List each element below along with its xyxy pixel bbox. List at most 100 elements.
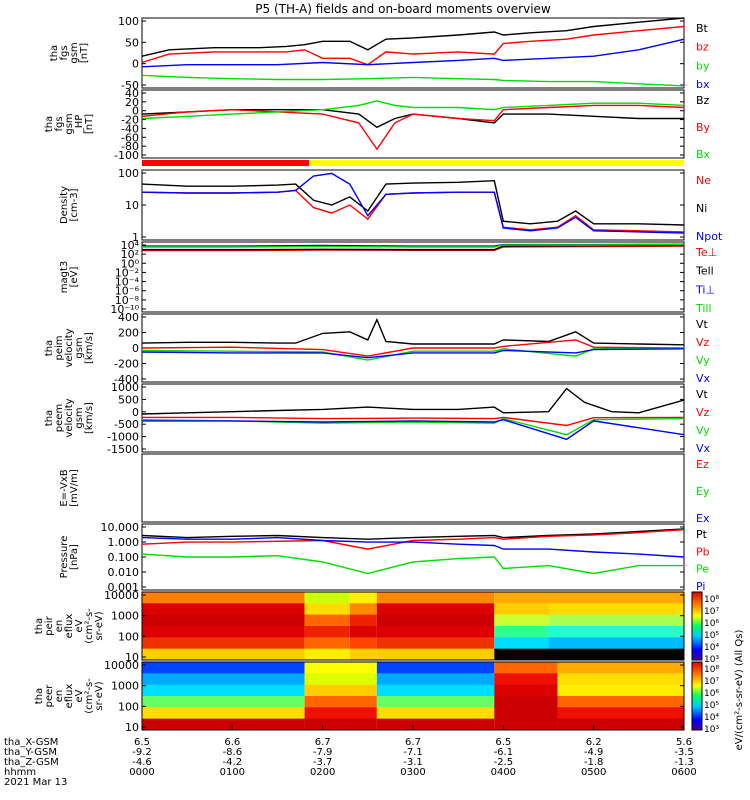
- series-line-Pi: [141, 536, 685, 558]
- legend-Bz: Bz: [696, 94, 710, 107]
- heatmap-cell-1-3: [304, 696, 377, 708]
- y-axis-label: gsm: [74, 337, 85, 358]
- heatmap-cell-2-4: [376, 707, 495, 720]
- y-tick-label: 10000: [104, 659, 139, 672]
- y-tick-label: 100: [118, 15, 139, 28]
- legend-Ne: Ne: [696, 174, 711, 187]
- heatmap-cell-0-1: [142, 603, 305, 616]
- legend-Tell: Tell: [695, 265, 714, 278]
- heatmap-cell-3-0: [494, 662, 558, 674]
- series-line-Vz: [141, 339, 685, 357]
- legend-Vt: Vt: [696, 318, 709, 331]
- legend-by: by: [696, 59, 710, 72]
- colorbar-tick-label: 10³: [704, 655, 719, 665]
- heatmap-cell-0-4: [142, 707, 305, 720]
- y-axis-label: velocity: [64, 328, 75, 367]
- series-line-Bz: [141, 109, 684, 129]
- legend-bz: bz: [696, 41, 709, 54]
- mode-bar-segment-0: [142, 160, 310, 166]
- x-tick-label: 0600: [671, 767, 696, 778]
- x-row-label: tha_Y-GSM: [4, 747, 57, 758]
- x-tick-label: -4.2: [223, 757, 243, 768]
- x-tick-label: -8.6: [223, 747, 243, 758]
- y-tick-label: 10: [125, 721, 139, 734]
- y-axis-label: sr-eV): [94, 611, 105, 640]
- heatmap-cell-4-4: [557, 707, 684, 720]
- legend-Npot: Npot: [696, 230, 723, 243]
- x-tick-label: 0000: [129, 767, 154, 778]
- panel-tha_fgs_gsm: 100 50 0 -50 tha fgs gsm [nT] Bt bz by bx: [49, 15, 710, 92]
- y-tick-label: 100: [118, 630, 139, 643]
- panel-peir_en_eflux: 10000 1000 100 10 tha peir en eflux eV (cm²-s-sr-…: [34, 589, 685, 664]
- y-axis-label: [km/s]: [84, 332, 95, 364]
- series-line-Ne: [141, 189, 685, 233]
- y-tick-label: 50: [125, 36, 139, 49]
- y-axis-label: eV: [74, 689, 85, 702]
- y-axis-label: [mV/m]: [69, 469, 80, 507]
- y-axis-label: fgs: [54, 116, 65, 131]
- heatmap-cell-1-5: [304, 648, 350, 661]
- heatmap-cell-1-4: [304, 707, 377, 720]
- y-tick-label: 0.010: [108, 566, 140, 579]
- heatmap-cell-4-0: [557, 662, 684, 674]
- y-axis-label: Pressure: [59, 536, 70, 579]
- series-line-by: [141, 74, 685, 87]
- chart-title: P5 (TH-A) fields and on-board moments ov…: [255, 2, 551, 16]
- y-tick-label: 10⁻¹⁰: [110, 303, 139, 316]
- y-tick-label: -400: [114, 373, 139, 386]
- x-tick-label: -1.8: [584, 757, 604, 768]
- heatmap-cell-5-2: [548, 614, 684, 627]
- panel-frame: [141, 89, 685, 159]
- heatmap-cell-4-5: [494, 648, 549, 661]
- y-axis-label: Density: [59, 186, 70, 224]
- y-tick-label: 0: [132, 105, 139, 118]
- colorbar-tick-label: 10⁵: [704, 631, 719, 641]
- y-tick-label: 10⁻²: [115, 266, 139, 279]
- heatmap-cell-0-5: [142, 648, 305, 661]
- colorbar-tick-label: 10⁷: [704, 677, 719, 687]
- heatmap-cell-2-1: [376, 673, 495, 686]
- colorbar-1: [691, 661, 703, 731]
- legend-Pi: Pi: [696, 580, 705, 593]
- x-tick-label: 6.7: [315, 737, 331, 748]
- series-line-Vt: [141, 317, 685, 346]
- y-axis-label: tha: [49, 45, 60, 61]
- heatmap-cell-4-5: [557, 718, 684, 731]
- y-axis-label: eV: [74, 619, 85, 632]
- series-line-Npot: [141, 172, 685, 234]
- panel-frame: [141, 591, 685, 661]
- y-axis-label: [cm-3]: [69, 188, 80, 221]
- colorbar-label: eV/(cm²-s-sr-eV) (All Qs): [734, 630, 745, 751]
- heatmap-cell-3-4: [494, 707, 558, 720]
- heatmap-cell-3-0: [376, 592, 495, 604]
- x-tick-label: 6.5: [134, 737, 150, 748]
- legend-bx: bx: [696, 78, 710, 91]
- heatmap-cell-1-2: [304, 684, 377, 697]
- y-tick-label: 10⁰: [121, 257, 140, 270]
- y-tick-label: 10000: [104, 589, 139, 602]
- y-axis-label: gsm: [64, 113, 75, 134]
- x-tick-label: -3.1: [403, 757, 423, 768]
- heatmap-cell-3-3: [376, 626, 495, 638]
- legend-Pe: Pe: [696, 563, 709, 576]
- x-tick-label: 6.7: [405, 737, 421, 748]
- heatmap-cell-2-1: [349, 603, 377, 616]
- x-tick-label: 0400: [491, 767, 516, 778]
- y-axis-label: [nPa]: [69, 544, 80, 570]
- legend-Vt: Vt: [696, 388, 709, 401]
- series-line-Tell: [142, 244, 685, 251]
- series-line-Bt: [141, 17, 685, 57]
- legend-Vx: Vx: [696, 372, 711, 385]
- series-line-Till: [142, 243, 685, 248]
- series-line-By: [141, 104, 685, 151]
- legend-Vy: Vy: [696, 424, 710, 437]
- colorbar-tick-label: 10⁶: [704, 619, 719, 629]
- y-tick-label: 100: [118, 167, 139, 180]
- x-row-label: tha_Z-GSM: [4, 757, 59, 768]
- panel-frame: [141, 453, 685, 523]
- y-tick-label: -40: [121, 122, 139, 135]
- y-axis-label: tha: [44, 116, 55, 132]
- y-axis-label: (cm²-s-: [84, 608, 95, 644]
- panel-efield: E=-VxB [mV/m] Ez Ey Ex: [59, 453, 710, 525]
